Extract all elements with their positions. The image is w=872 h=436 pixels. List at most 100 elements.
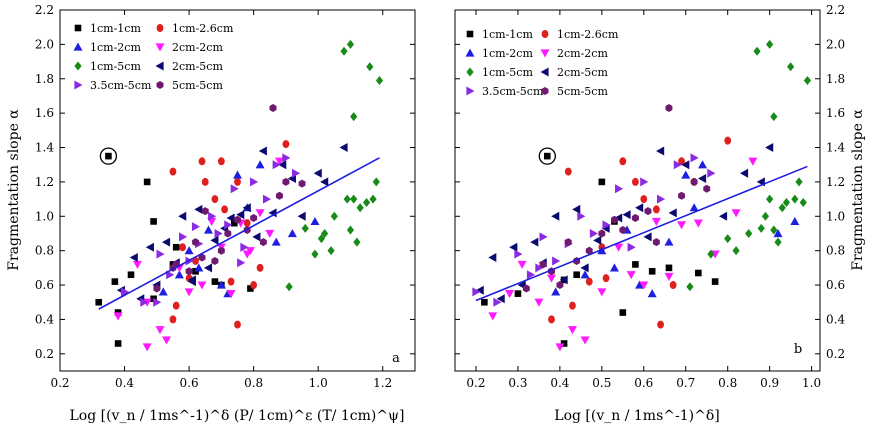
data-point-2cm-5cm: [530, 237, 539, 247]
data-point-2cm-5cm: [194, 204, 203, 214]
x-tick-label: 1.0: [802, 376, 821, 390]
data-point-1cm-2.6cm: [282, 140, 290, 149]
data-point-3.5cm-5cm: [272, 160, 281, 170]
data-point-5cm-5cm: [665, 104, 673, 112]
data-point-3.5cm-5cm: [250, 177, 259, 187]
legend-marker-1cm-2cm: [465, 48, 475, 57]
data-point-1cm-5cm: [770, 225, 778, 235]
data-point-2cm-5cm: [339, 143, 348, 153]
x-tick-label: 0.5: [592, 376, 611, 390]
data-point-5cm-5cm: [564, 238, 572, 247]
data-point-5cm-5cm: [598, 229, 606, 238]
y-tick-label: 2.2: [826, 3, 845, 17]
data-point-5cm-5cm: [259, 238, 267, 247]
x-tick-label: 0.7: [676, 376, 695, 390]
data-point-3.5cm-5cm: [282, 153, 291, 163]
data-point-2cm-5cm: [162, 237, 171, 247]
data-point-1cm-2.6cm: [678, 157, 685, 166]
data-point-1cm-5cm: [350, 112, 358, 122]
y-tick-label: 0.4: [35, 312, 54, 326]
legend-marker-2cm-2cm: [540, 49, 550, 58]
data-point-2cm-2cm: [693, 219, 703, 228]
legend-marker-3.5cm-5cm: [466, 86, 475, 96]
data-point-2cm-5cm: [635, 203, 644, 213]
data-point-1cm-2.6cm: [657, 320, 664, 329]
legend-marker-1cm-5cm: [466, 67, 474, 77]
data-point-1cm-5cm: [686, 282, 694, 292]
data-point-3.5cm-5cm: [627, 242, 636, 252]
data-point-3.5cm-5cm: [526, 270, 536, 280]
data-point-5cm-5cm: [611, 215, 618, 224]
data-point-1cm-2.6cm: [619, 157, 627, 166]
y-tick-label: 0.4: [826, 312, 845, 326]
legend-marker-2cm-5cm: [155, 61, 164, 71]
data-point-1cm-5cm: [356, 203, 364, 213]
data-point-3.5cm-5cm: [230, 184, 239, 194]
data-point-1cm-5cm: [782, 198, 791, 208]
data-point-2cm-5cm: [551, 211, 560, 221]
data-point-2cm-2cm: [505, 290, 515, 299]
data-point-2cm-5cm: [698, 173, 707, 183]
data-point-2cm-5cm: [656, 146, 665, 156]
data-point-1cm-5cm: [770, 112, 778, 122]
data-point-1cm-5cm: [791, 194, 799, 204]
data-point-5cm-5cm: [269, 104, 277, 112]
legend-left: 1cm-1cm 1cm-2.6cm 1cm-2cm 2cm-2cm 1cm-5cm 2cm…: [73, 22, 234, 92]
data-point-1cm-2cm: [790, 216, 800, 226]
data-point-3.5cm-5cm: [615, 184, 624, 194]
axes-right: 0.2 0.3 0.4 0.5 0.6 0.7 0.8 0.9 1.0 0.2 0.4 0.6 0.8 1…: [455, 3, 845, 390]
data-point-1cm-2cm: [255, 160, 265, 169]
y-tick-label: 0.2: [35, 347, 54, 361]
data-point-2cm-5cm: [297, 211, 306, 221]
data-point-2cm-2cm: [677, 221, 687, 230]
data-point-1cm-5cm: [350, 194, 358, 204]
data-point-1cm-2.6cm: [201, 177, 209, 186]
data-point-5cm-5cm: [678, 191, 685, 200]
legend-label: 2cm-5cm: [172, 60, 223, 73]
data-point-1cm-2.6cm: [669, 281, 677, 290]
data-point-1cm-5cm: [301, 223, 309, 233]
data-point-5cm-5cm: [217, 246, 225, 255]
legend-label: 1cm-2cm: [482, 47, 533, 60]
y-tick-label: 1.8: [35, 72, 54, 86]
data-point-1cm-2cm: [580, 270, 590, 279]
data-point-1cm-2.6cm: [234, 177, 241, 186]
data-point-1cm-2cm: [287, 228, 297, 238]
points-left: [95, 39, 384, 352]
outlier-circle: [99, 147, 118, 165]
data-point-5cm-5cm: [198, 253, 206, 262]
data-point-5cm-5cm: [556, 281, 564, 289]
data-point-5cm-5cm: [192, 238, 199, 247]
data-point-2cm-5cm: [236, 210, 245, 220]
legend-label: 1cm-1cm: [482, 28, 533, 41]
axes-left: 0.2 0.4 0.6 0.8 1.0 1.2 0.2 0.4 0.6 0.8 1.0 1.2 1.4 1…: [35, 3, 415, 390]
y-tick-label: 1.4: [35, 141, 54, 155]
data-point-2cm-2cm: [614, 243, 624, 252]
data-point-1cm-2cm: [647, 289, 657, 298]
x-tick-label: 0.4: [550, 376, 569, 390]
data-point-2cm-2cm: [274, 157, 284, 166]
data-point-1cm-2.6cm: [211, 195, 219, 204]
data-point-1cm-2cm: [773, 228, 783, 238]
data-point-2cm-5cm: [320, 177, 329, 187]
legend-label: 1cm-5cm: [90, 60, 141, 73]
data-point-2cm-5cm: [252, 232, 261, 242]
data-point-3.5cm-5cm: [472, 287, 481, 297]
data-point-3.5cm-5cm: [640, 177, 649, 187]
data-point-3.5cm-5cm: [224, 220, 233, 230]
data-point-2cm-5cm: [488, 253, 497, 263]
data-point-1cm-5cm: [774, 237, 782, 247]
legend-label: 5cm-5cm: [172, 79, 223, 92]
data-point-1cm-5cm: [362, 198, 371, 208]
data-point-2cm-2cm: [664, 272, 674, 281]
data-point-2cm-2cm: [155, 326, 165, 335]
data-point-3.5cm-5cm: [552, 256, 561, 266]
data-point-1cm-1cm: [695, 269, 702, 277]
data-point-5cm-5cm: [224, 229, 232, 238]
x-tick-label: 0.6: [634, 376, 653, 390]
data-point-1cm-2.6cm: [243, 219, 251, 228]
data-point-1cm-2.6cm: [652, 205, 660, 214]
x-tick-label: 0.4: [115, 376, 134, 390]
y-axis-label-right: Fragmentation slope α: [850, 109, 866, 271]
data-point-2cm-2cm: [132, 260, 142, 269]
